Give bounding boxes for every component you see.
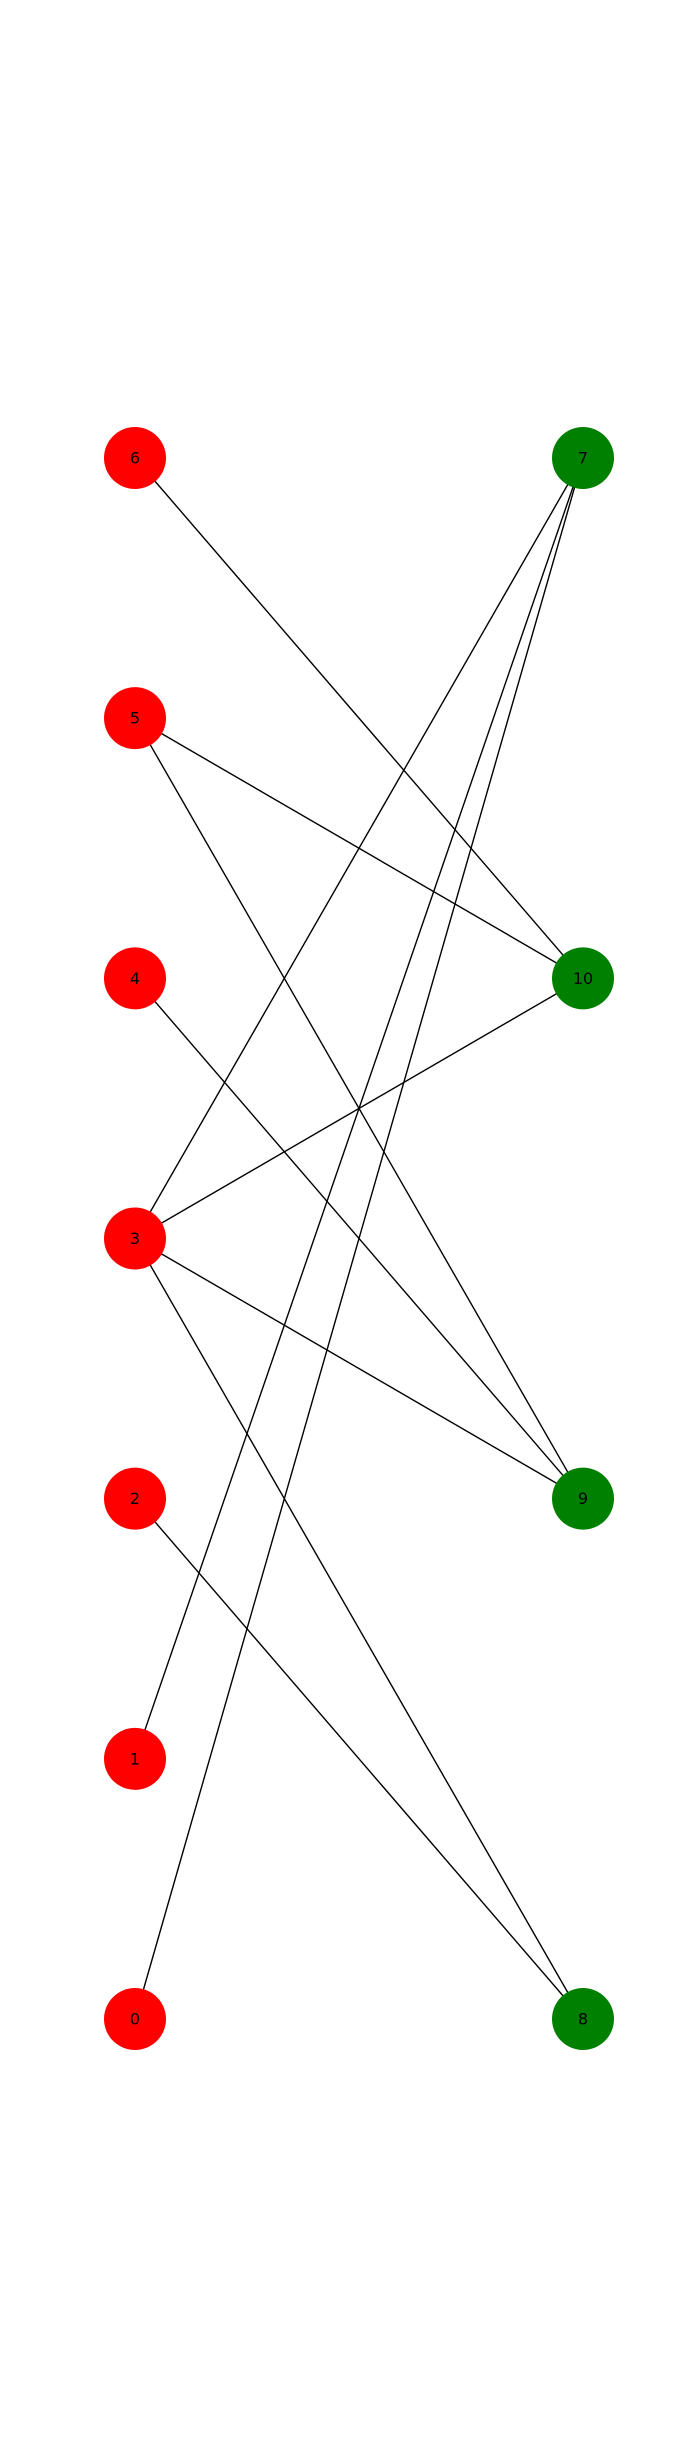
edge-3-7 <box>134 457 584 1239</box>
node-circle-1 <box>104 1727 166 1790</box>
node-circle-6 <box>104 427 166 489</box>
edge-3-8 <box>134 1238 584 2020</box>
node-label-2: 2 <box>130 1489 140 1508</box>
node-2: 2 <box>104 1467 166 1530</box>
edges-layer <box>134 457 584 2020</box>
node-9: 9 <box>552 1467 614 1530</box>
node-0: 0 <box>104 1988 166 2050</box>
node-5: 5 <box>104 687 166 750</box>
node-label-8: 8 <box>578 2010 588 2029</box>
nodes-layer: 0 1 2 3 4 5 6 7 8 9 10 <box>104 427 614 2050</box>
edge-2-8 <box>134 1498 584 2020</box>
node-4: 4 <box>104 947 166 1010</box>
node-6: 6 <box>104 427 166 489</box>
node-circle-0 <box>104 1988 166 2050</box>
node-circle-4 <box>104 947 166 1010</box>
node-1: 1 <box>104 1727 166 1790</box>
node-label-9: 9 <box>578 1489 588 1508</box>
edge-0-7 <box>134 457 584 2020</box>
node-label-0: 0 <box>130 2010 140 2029</box>
node-label-6: 6 <box>130 449 140 468</box>
node-10: 10 <box>552 947 614 1010</box>
node-7: 7 <box>552 427 614 489</box>
node-label-10: 10 <box>573 969 593 988</box>
node-circle-7 <box>552 427 614 489</box>
node-8: 8 <box>552 1988 614 2050</box>
node-circle-9 <box>552 1467 614 1530</box>
node-circle-2 <box>104 1467 166 1530</box>
node-label-7: 7 <box>578 449 588 468</box>
node-circle-8 <box>552 1988 614 2050</box>
node-circle-10 <box>552 947 614 1010</box>
node-label-5: 5 <box>130 709 140 728</box>
edge-6-10 <box>134 457 584 979</box>
node-label-4: 4 <box>130 969 140 988</box>
node-circle-5 <box>104 687 166 750</box>
edge-3-9 <box>134 1237 584 1500</box>
node-circle-3 <box>104 1207 166 1270</box>
node-label-3: 3 <box>130 1229 140 1248</box>
edge-1-7 <box>134 457 584 1760</box>
node-label-1: 1 <box>130 1749 140 1768</box>
node-3: 3 <box>104 1207 166 1270</box>
